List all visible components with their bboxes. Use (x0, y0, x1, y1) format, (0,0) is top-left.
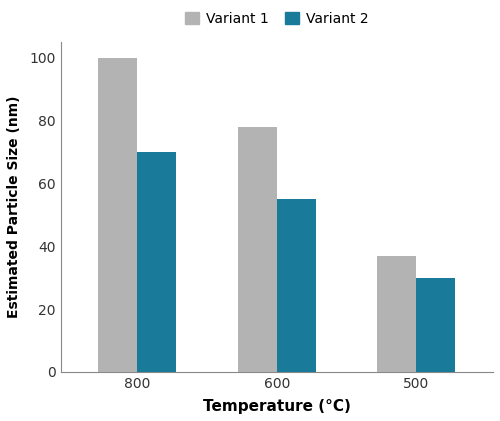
Legend: Variant 1, Variant 2: Variant 1, Variant 2 (180, 6, 374, 31)
X-axis label: Temperature (°C): Temperature (°C) (203, 399, 350, 414)
Bar (377, 256, 416, 372)
Y-axis label: Estimated Particle Size (nm): Estimated Particle Size (nm) (7, 96, 21, 318)
Bar (277, 199, 316, 372)
Bar (238, 127, 277, 372)
Bar (98, 58, 138, 372)
Bar (138, 152, 176, 372)
Bar (416, 278, 456, 372)
